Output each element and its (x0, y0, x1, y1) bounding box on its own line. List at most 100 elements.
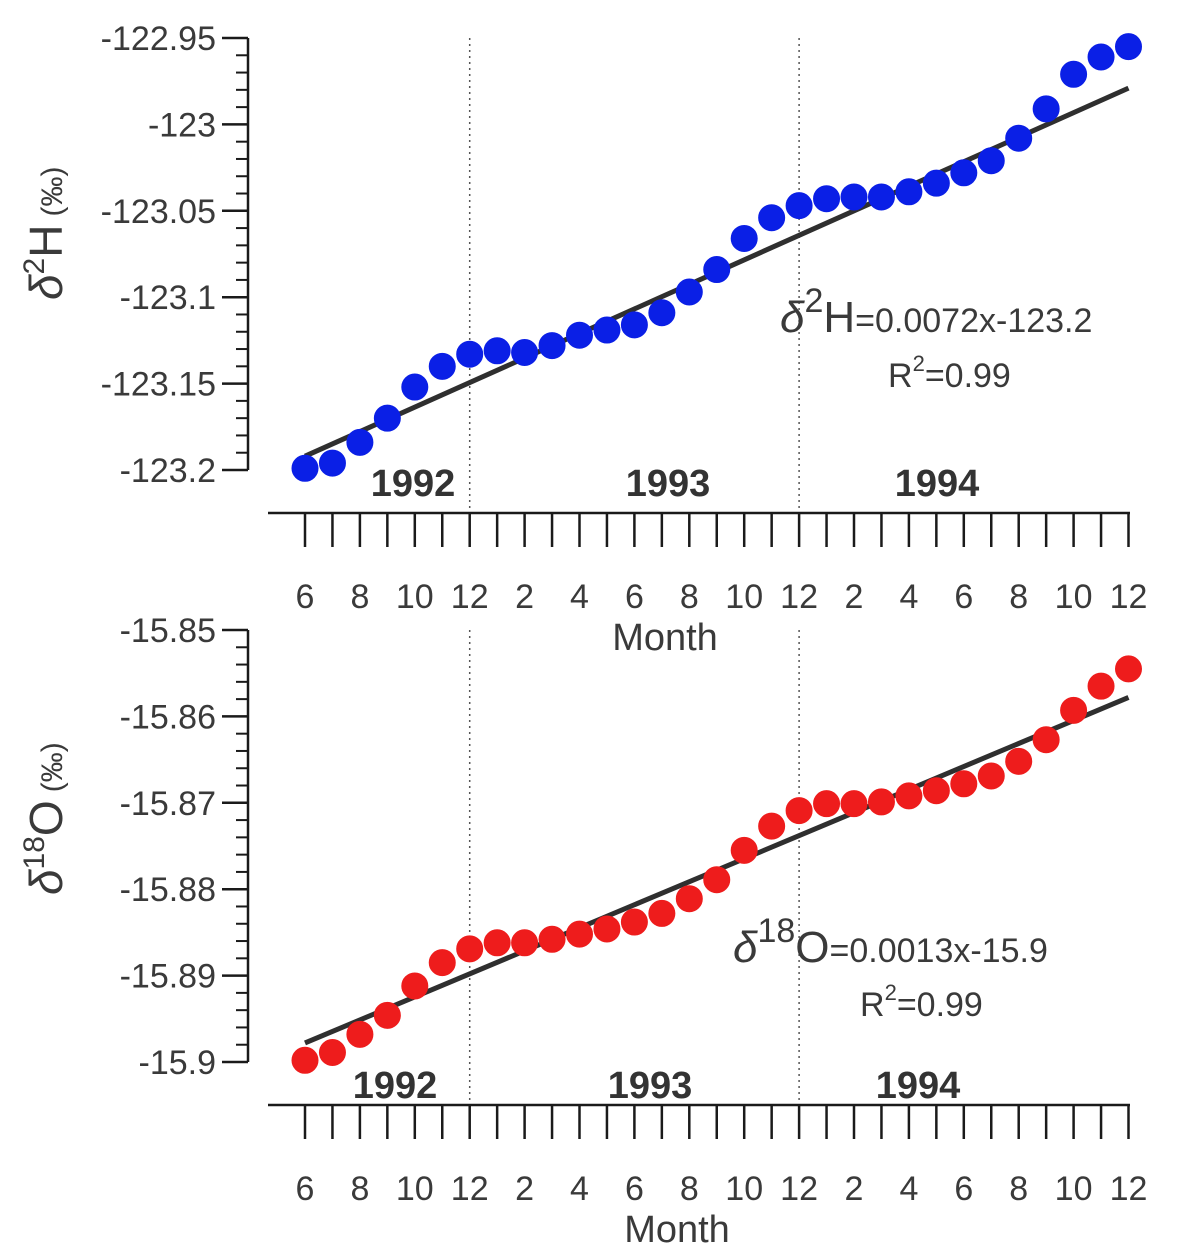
bottom-data-point (785, 797, 813, 825)
bottom-x-tick-label: 10 (396, 1170, 434, 1208)
top-x-tick-label: 6 (625, 578, 644, 616)
bottom-data-point (813, 790, 841, 818)
top-data-point (291, 454, 319, 482)
top-data-point (428, 352, 456, 380)
chart-bottom: δ18O(‰) -15.9-15.89-15.88-15.87-15.86-15… (18, 612, 1147, 1246)
bottom-data-point (675, 885, 703, 913)
top-data-point (346, 428, 374, 456)
top-r2: R2=0.99 (888, 351, 1011, 395)
bottom-x-tick-label: 2 (515, 1170, 534, 1208)
bottom-data-point (1115, 655, 1142, 683)
top-data-point (1032, 95, 1060, 123)
top-x-tick-label: 2 (845, 578, 864, 616)
bottom-y-axis: -15.9 -15.89 -15.88 -15.87 -15.86 -15.85 (120, 612, 250, 1082)
bottom-x-tick-label: 8 (680, 1170, 699, 1208)
top-data-point (840, 183, 868, 211)
bottom-data-points (291, 655, 1142, 1074)
bottom-r2: R2=0.99 (860, 980, 983, 1024)
bottom-x-tick-label: 10 (725, 1170, 763, 1208)
top-data-point (566, 321, 593, 349)
bottom-xlabel: Month (624, 1209, 730, 1246)
bottom-data-point (346, 1020, 374, 1048)
top-y-tick-label: -123.05 (101, 193, 216, 231)
bottom-ylabel: δ18O(‰) (18, 742, 72, 895)
top-data-point (538, 332, 566, 360)
top-year-dividers (468, 38, 800, 513)
bottom-x-tick-label: 8 (350, 1170, 369, 1208)
top-x-tick-label: 8 (350, 578, 369, 616)
bottom-x-tick-label: 12 (780, 1170, 818, 1208)
top-x-tick-label: 10 (725, 578, 763, 616)
top-data-point (675, 278, 703, 306)
bottom-x-tick-label: 4 (899, 1170, 918, 1208)
bottom-data-point (511, 929, 539, 957)
bottom-x-tick-label: 2 (845, 1170, 864, 1208)
bottom-data-point (648, 899, 676, 927)
bottom-data-point (620, 908, 648, 936)
bottom-x-tick-label: 6 (625, 1170, 644, 1208)
bottom-x-tick-label: 12 (451, 1170, 489, 1208)
bottom-data-point (703, 866, 731, 894)
bottom-data-point (538, 925, 566, 953)
top-x-tick-label: 6 (296, 578, 315, 616)
top-data-point (401, 373, 429, 401)
bottom-data-point (922, 777, 950, 805)
bottom-data-point (950, 770, 978, 798)
top-data-point (703, 256, 731, 284)
top-data-point (785, 192, 813, 220)
bottom-y-tick-label: -15.86 (120, 698, 216, 736)
top-data-point (758, 204, 786, 232)
bottom-data-point (1087, 672, 1115, 700)
bottom-y-tick-label: -15.9 (139, 1044, 217, 1082)
top-x-tick-label: 4 (899, 578, 918, 616)
top-data-point (511, 338, 539, 366)
top-x-tick-label: 6 (954, 578, 973, 616)
bottom-y-tick-label: -15.89 (120, 958, 216, 996)
top-year-label-1993: 1993 (626, 463, 711, 505)
top-data-point (922, 169, 950, 197)
chart-top: δ2H(‰) -123.2-123.15-123.1-123.05-123-12… (18, 20, 1147, 659)
top-data-point (456, 340, 484, 368)
bottom-data-point (1005, 747, 1033, 775)
top-y-tick-label: -123.1 (120, 279, 216, 317)
top-y-tick-label: -122.95 (101, 20, 216, 58)
top-data-point (483, 337, 511, 365)
bottom-y-tick-label: -15.85 (120, 612, 216, 650)
top-x-tick-label: 12 (1110, 578, 1148, 616)
top-y-axis: -123.2 -123.15 -123.1 -123.05 -123 -122.95 (101, 20, 250, 490)
top-data-point (620, 311, 648, 339)
bottom-x-tick-label: 12 (1110, 1170, 1148, 1208)
top-x-tick-label: 12 (451, 578, 489, 616)
bottom-data-point (566, 920, 593, 948)
top-year-label-1992: 1992 (371, 463, 456, 505)
top-data-point (593, 316, 621, 344)
bottom-data-point (1032, 726, 1060, 754)
top-ylabel: δ2H(‰) (18, 167, 72, 300)
bottom-data-point (758, 812, 786, 840)
bottom-y-tick-label: -15.87 (120, 785, 216, 823)
bottom-data-point (1060, 696, 1088, 724)
bottom-data-point (373, 1001, 401, 1029)
top-data-point (895, 178, 923, 206)
top-y-tick-label: -123.2 (120, 452, 216, 490)
top-y-tick-label: -123.15 (101, 366, 216, 404)
bottom-equation: δ18O=0.0013x-15.9 (733, 912, 1048, 972)
top-equation: δ2H=0.0072x-123.2 (780, 282, 1092, 342)
bottom-x-tick-label: 6 (954, 1170, 973, 1208)
bottom-data-point (593, 915, 621, 943)
top-x-tick-label: 10 (1055, 578, 1093, 616)
bottom-year-label-1994: 1994 (876, 1065, 961, 1107)
bottom-data-point (401, 972, 429, 1000)
top-data-point (730, 224, 758, 252)
top-data-point (648, 299, 676, 327)
top-data-point (318, 449, 346, 477)
bottom-data-point (428, 949, 456, 977)
top-data-point (1115, 33, 1142, 61)
bottom-x-tick-label: 10 (1055, 1170, 1093, 1208)
bottom-y-tick-label: -15.88 (120, 871, 216, 909)
bottom-x-tick-label: 8 (1009, 1170, 1028, 1208)
top-x-tick-label: 4 (570, 578, 589, 616)
bottom-data-point (730, 836, 758, 864)
bottom-x-tick-label: 6 (296, 1170, 315, 1208)
